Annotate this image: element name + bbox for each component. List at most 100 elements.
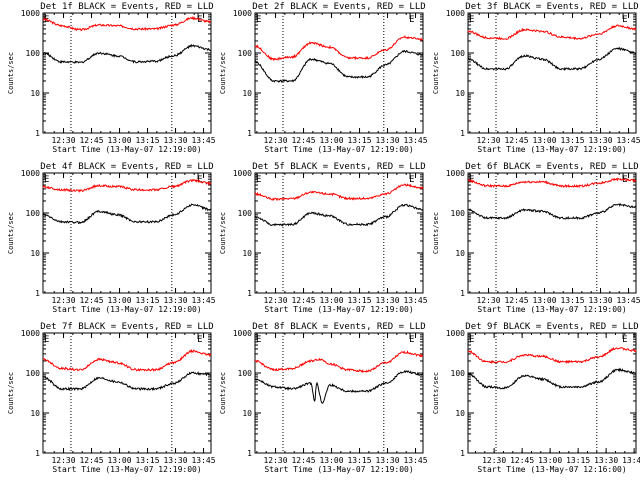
- x-tick-label: 13:15: [347, 296, 371, 305]
- chart-panel-5: Det 5f BLACK = Events, RED = LLD 1 10 100 10…: [219, 162, 428, 314]
- lld-rate-series: [254, 350, 424, 374]
- x-axis-label: Start Time (13-May-07 12:19:00): [264, 145, 413, 154]
- y-axis-label: Counts/sec: [219, 52, 227, 94]
- x-tick-label: 13:00: [532, 296, 556, 305]
- event-marker-label: E: [469, 15, 474, 25]
- event-marker-label: E: [409, 15, 414, 25]
- chart-title: Det 3f BLACK = Events, RED = LLD: [465, 2, 638, 12]
- x-tick-label: 12:45: [79, 456, 103, 465]
- plot-frame: [467, 172, 637, 294]
- event-marker-label: E: [409, 175, 414, 185]
- y-tick-label: 100: [451, 369, 466, 378]
- chart-title: Det 7f BLACK = Events, RED = LLD: [40, 322, 213, 332]
- y-tick-label: 100: [26, 209, 41, 218]
- x-tick-label: 13:15: [560, 136, 584, 145]
- y-tick-label: 1000: [233, 9, 252, 18]
- event-rate-series: [254, 369, 424, 404]
- x-tick-label: 13:45: [191, 456, 215, 465]
- y-axis-label: Counts/sec: [7, 372, 15, 414]
- y-tick-label: 1000: [21, 9, 40, 18]
- x-tick-label: 13:00: [319, 136, 343, 145]
- event-rate-series: [42, 43, 212, 64]
- plot-frame: [467, 332, 637, 454]
- x-tick-label: 12:30: [51, 136, 75, 145]
- x-tick-label: 13:45: [191, 136, 215, 145]
- chart-panel-8: Det 8f BLACK = Events, RED = LLD 1 10 100 10…: [219, 322, 428, 474]
- x-tick-label: 13:45: [403, 136, 427, 145]
- plot-frame: [42, 332, 212, 454]
- chart-title: Det 9f BLACK = Events, RED = LLD: [465, 322, 638, 332]
- y-tick-label: 10: [455, 409, 465, 418]
- y-tick-label: 1: [35, 129, 40, 138]
- y-tick-label: 10: [30, 89, 40, 98]
- x-tick-label: 12:30: [476, 136, 500, 145]
- y-tick-label: 1: [35, 289, 40, 298]
- lld-rate-series: [467, 347, 637, 365]
- event-marker-label: E: [44, 335, 49, 345]
- x-tick-label: 13:30: [588, 136, 612, 145]
- x-tick-label: 13:30: [375, 136, 399, 145]
- x-tick-label: 12:45: [79, 136, 103, 145]
- event-marker-label: E: [256, 175, 261, 185]
- y-tick-label: 100: [26, 49, 41, 58]
- lld-rate-series: [254, 183, 424, 202]
- y-axis-label: Counts/sec: [219, 212, 227, 254]
- y-tick-label: 1000: [233, 329, 252, 338]
- x-axis-label: Start Time (13-May-07 12:19:00): [264, 465, 413, 474]
- x-axis-label: Start Time (13-May-07 12:19:00): [52, 305, 201, 314]
- y-tick-label: 10: [242, 409, 252, 418]
- x-tick-label: 13:00: [319, 456, 343, 465]
- chart-panel-2: Det 2f BLACK = Events, RED = LLD 1 10 100 10…: [219, 2, 428, 154]
- x-tick-label: 12:45: [291, 456, 315, 465]
- y-tick-label: 10: [455, 249, 465, 258]
- chart-title: Det 6f BLACK = Events, RED = LLD: [465, 162, 638, 172]
- y-tick-label: 1: [460, 129, 465, 138]
- x-tick-label: 13:45: [403, 456, 427, 465]
- x-axis-label: Start Time (13-May-07 12:16:00): [477, 465, 626, 474]
- y-tick-label: 1: [247, 449, 252, 458]
- plot-frame: [42, 172, 212, 294]
- x-tick-label: 13:30: [588, 296, 612, 305]
- x-tick-label: 13:30: [163, 456, 187, 465]
- event-marker-label: E: [197, 175, 202, 185]
- y-tick-label: 1000: [446, 9, 465, 18]
- event-rate-series: [254, 203, 424, 227]
- event-rate-series: [254, 49, 424, 83]
- lld-rate-series: [42, 178, 212, 193]
- y-tick-label: 1000: [446, 329, 465, 338]
- event-marker-label: E: [197, 335, 202, 345]
- plot-frame: [42, 12, 212, 134]
- x-tick-label: 12:30: [476, 296, 500, 305]
- y-axis-label: Counts/sec: [432, 52, 440, 94]
- x-tick-label: 13:00: [538, 456, 562, 465]
- chart-title: Det 4f BLACK = Events, RED = LLD: [40, 162, 213, 172]
- chart-panel-1: Det 1f BLACK = Events, RED = LLD 1 10 100 10…: [7, 2, 216, 154]
- plot-frame: [254, 332, 424, 454]
- y-tick-label: 100: [26, 369, 41, 378]
- event-marker-label: E: [409, 335, 414, 345]
- y-tick-label: 1000: [21, 329, 40, 338]
- y-axis-label: Counts/sec: [432, 212, 440, 254]
- x-tick-label: 12:45: [291, 136, 315, 145]
- x-tick-label: 13:15: [560, 296, 584, 305]
- x-tick-label: 13:00: [319, 296, 343, 305]
- x-tick-label: 13:45: [616, 136, 640, 145]
- y-tick-label: 10: [30, 409, 40, 418]
- x-tick-label: 13:15: [347, 456, 371, 465]
- event-marker-label: E: [256, 335, 261, 345]
- chart-title: Det 1f BLACK = Events, RED = LLD: [40, 2, 213, 12]
- event-rate-series: [42, 203, 212, 224]
- x-axis-label: Start Time (13-May-07 12:19:00): [52, 465, 201, 474]
- y-tick-label: 1000: [21, 169, 40, 178]
- y-tick-label: 10: [242, 249, 252, 258]
- chart-panel-3: Det 3f BLACK = Events, RED = LLD 1 10 100 10…: [432, 2, 640, 154]
- lld-rate-series: [254, 35, 424, 62]
- event-marker-label: E: [44, 175, 49, 185]
- y-tick-label: 1: [247, 129, 252, 138]
- x-tick-label: 13:30: [163, 136, 187, 145]
- event-marker-label: E: [622, 335, 627, 345]
- x-tick-label: 12:45: [510, 456, 534, 465]
- x-tick-label: 13:00: [107, 136, 131, 145]
- event-rate-series: [467, 367, 637, 390]
